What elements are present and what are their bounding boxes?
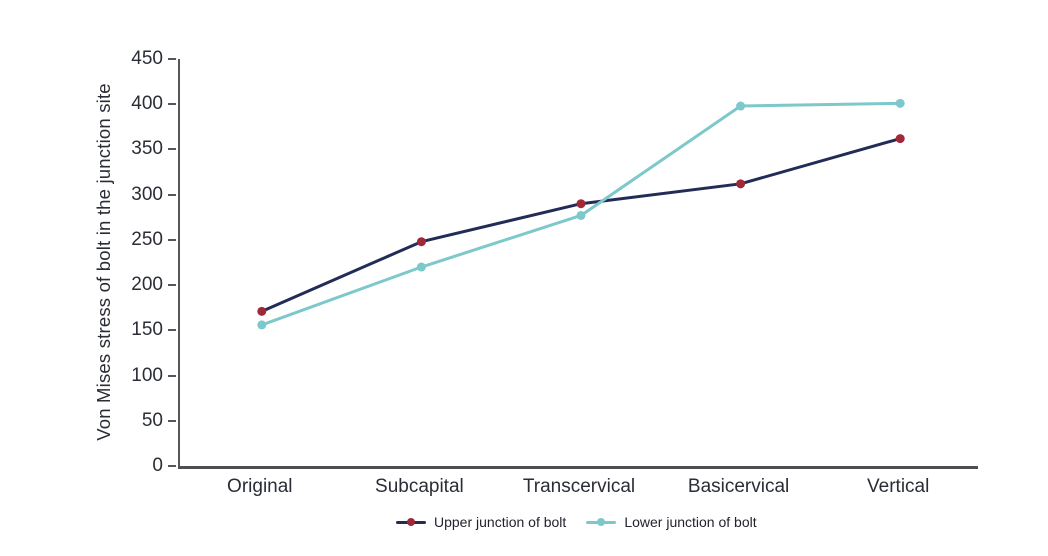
- y-tick-label: 450: [131, 48, 163, 69]
- y-tick-label: 250: [131, 228, 163, 250]
- legend-dot-icon: [597, 518, 606, 526]
- y-tick-label: 200: [131, 274, 163, 296]
- y-tick-label: 100: [131, 364, 163, 386]
- y-tick-mark: [168, 374, 176, 377]
- y-tick-mark: [168, 58, 176, 60]
- legend-item: Upper junction of bolt: [396, 514, 566, 530]
- data-point-marker: [736, 179, 746, 189]
- data-point-marker: [576, 210, 586, 220]
- x-category-label: Subcapital: [375, 476, 464, 497]
- y-tick-label: 350: [131, 138, 163, 160]
- y-tick-mark: [168, 419, 176, 422]
- line-plot: [257, 98, 905, 330]
- legend-line-marker-icon: [586, 518, 617, 526]
- y-tick-mark: [168, 238, 176, 241]
- y-tick-mark: [168, 329, 176, 332]
- data-point-marker: [257, 320, 267, 330]
- x-category-label: Transcervical: [522, 476, 636, 497]
- y-tick-mark: [168, 465, 176, 467]
- y-tick-label: 300: [131, 183, 163, 205]
- y-tick-label: 400: [131, 93, 163, 115]
- plot-area: [178, 59, 978, 469]
- data-point-marker: [895, 98, 905, 108]
- y-tick-mark: [168, 193, 176, 196]
- data-point-marker: [895, 134, 905, 144]
- y-tick-mark: [168, 148, 176, 151]
- legend: Upper junction of bolt Lower junction of …: [396, 514, 757, 530]
- y-tick-mark: [168, 103, 176, 106]
- legend-line-marker-icon: [396, 518, 426, 526]
- data-point-marker: [416, 262, 426, 272]
- x-category-label: Original: [227, 476, 293, 497]
- x-category-label: Vertical: [867, 476, 930, 497]
- x-category-label: Basicervical: [687, 476, 790, 497]
- y-tick-label: 50: [141, 409, 163, 431]
- legend-label: Lower junction of bolt: [624, 514, 757, 530]
- legend-dot-icon: [407, 518, 415, 526]
- data-point-marker: [416, 237, 426, 247]
- y-tick-label: 0: [152, 455, 163, 476]
- series-line: [260, 137, 902, 313]
- data-point-marker: [257, 306, 267, 316]
- data-point-marker: [576, 199, 586, 209]
- y-axis-title: Von Mises stress of bolt in the junction…: [93, 83, 114, 441]
- legend-item: Lower junction of bolt: [586, 514, 757, 530]
- data-point-marker: [736, 101, 746, 111]
- legend-label: Upper junction of bolt: [434, 514, 567, 530]
- y-tick-mark: [168, 284, 176, 287]
- y-tick-label: 150: [131, 319, 163, 341]
